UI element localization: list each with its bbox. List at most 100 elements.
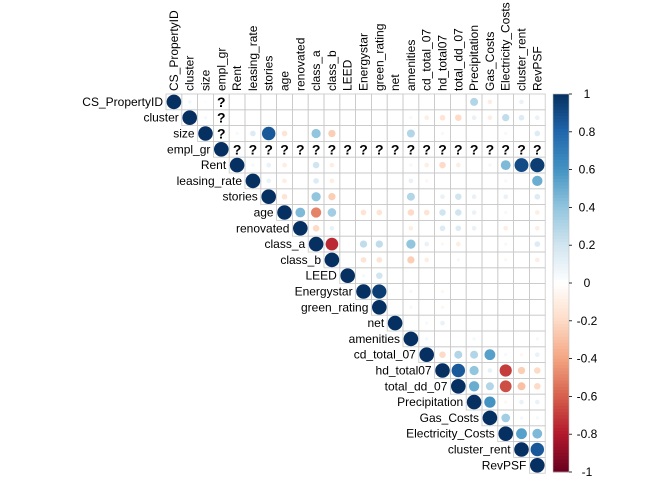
correlation-circle-cluster-RevPSF (534, 115, 540, 121)
colorbar-segment (553, 314, 569, 319)
correlation-circle-size-RevPSF (534, 130, 541, 137)
grid-cell (339, 93, 356, 111)
row-label-Rent: Rent (201, 158, 227, 172)
correlation-circle-age-cd_total_07 (423, 209, 430, 216)
colorbar-segment (553, 449, 569, 454)
column-label-Electricity_Costs: Electricity_Costs (499, 2, 513, 91)
column-label-class_b: class_b (325, 50, 339, 91)
grid-cell (497, 298, 514, 316)
colorbar-segment (553, 427, 569, 432)
correlation-circle-total_dd_07-total_dd_07 (451, 379, 466, 394)
grid-cell (355, 219, 372, 237)
grid-cell (513, 235, 530, 253)
correlation-circle-cluster_rent-cluster_rent (514, 442, 529, 457)
column-label-cluster_rent: cluster_rent (515, 28, 529, 91)
grid-cell (370, 172, 388, 190)
grid-cell (291, 125, 309, 142)
correlation-circle-leasing_rate-leasing_rate (245, 173, 261, 189)
grid-cell (244, 93, 262, 111)
grid-cell (228, 109, 246, 127)
colorbar-segment (553, 437, 569, 441)
correlation-circle-CS_PropertyID-size (204, 100, 207, 103)
colorbar-tick-label: -0.8 (577, 427, 598, 441)
colorbar-segment (553, 311, 569, 315)
colorbar-segment (553, 229, 569, 233)
correlation-circle-cluster-Gas_Costs (487, 115, 493, 121)
grid-cell (434, 172, 451, 190)
correlation-circle-amenities-RevPSF (535, 337, 539, 341)
grid-cell (497, 93, 514, 111)
colorbar-segment (553, 94, 569, 98)
column-label-age: age (278, 71, 292, 91)
correlation-circle-Rent-cd_total_07 (424, 162, 430, 168)
correlation-circle-Rent-hd_total07 (439, 161, 446, 169)
grid-cell (339, 204, 356, 221)
colorbar-segment (553, 223, 569, 227)
colorbar-segment (553, 327, 569, 331)
colorbar-segment (553, 377, 569, 382)
colorbar-segment (553, 462, 569, 467)
colorbar-segment (553, 226, 569, 230)
colorbar-segment (553, 352, 569, 356)
correlation-circle-stories-total_dd_07 (455, 193, 462, 200)
colorbar-segment (553, 242, 569, 246)
grid-cell (481, 235, 499, 253)
grid-cell (228, 93, 246, 111)
colorbar-segment (553, 396, 569, 400)
correlation-circles (166, 94, 545, 473)
colorbar-segment (553, 254, 569, 259)
correlation-circle-Rent-cluster_rent (514, 158, 529, 173)
correlation-circle-leasing_rate-Electricity_Costs (504, 179, 508, 183)
correlation-circle-class_b-class_b (324, 252, 340, 268)
correlation-circle-amenities-Precipitation (472, 337, 476, 341)
correlation-circle-Electricity_Costs-RevPSF (532, 428, 543, 439)
missing-marker: ? (328, 141, 337, 157)
missing-marker: ? (359, 141, 368, 157)
colorbar-segment (553, 295, 569, 300)
missing-marker: ? (375, 141, 384, 157)
correlation-circle-class_a-class_a (308, 236, 324, 252)
correlation-circle-LEED-Energystar (361, 274, 366, 278)
grid-cell (418, 219, 435, 237)
column-label-net: net (388, 74, 402, 91)
row-label-class_b: class_b (280, 253, 321, 267)
grid-cell (386, 219, 404, 237)
grid-cell (449, 298, 467, 316)
colorbar-segment (553, 201, 569, 205)
correlation-circle-age-age (277, 205, 292, 220)
correlation-circle-leasing_rate-class_a (313, 178, 319, 184)
missing-marker: ? (217, 126, 226, 142)
grid-cell (481, 330, 499, 348)
colorbar-segment (553, 116, 569, 120)
grid-cell (465, 298, 483, 316)
correlation-circle-Gas_Costs-Gas_Costs (482, 410, 498, 426)
grid-cell (355, 93, 372, 111)
correlation-circle-Rent-total_dd_07 (455, 162, 461, 168)
grid-cell (355, 156, 372, 174)
missing-marker: ? (517, 141, 526, 157)
row-label-green_rating: green_rating (301, 300, 368, 314)
grid-cell (465, 314, 483, 332)
correlation-circle-cd_total_07-hd_total07 (439, 351, 446, 358)
colorbar-tick-label: -0.4 (577, 352, 598, 366)
grid-cell (481, 283, 499, 300)
grid-cell (497, 283, 514, 300)
column-label-Precipitation: Precipitation (467, 25, 481, 91)
grid-cell (529, 456, 546, 474)
row-label-hd_total07: hd_total07 (376, 364, 432, 378)
grid-cell (386, 156, 404, 174)
correlation-circle-stories-class_b (328, 193, 336, 201)
grid-cell (465, 172, 483, 190)
grid-cell (418, 93, 435, 111)
correlation-circle-CS_PropertyID-Gas_Costs (487, 99, 493, 105)
colorbar-segment (553, 339, 569, 344)
correlation-circle-class_a-cd_total_07 (424, 241, 430, 247)
colorbar-segment (553, 103, 569, 107)
colorbar-segment (553, 443, 569, 448)
column-labels: CS_PropertyID cluster size empl_gr Rent leasi… (167, 2, 544, 91)
correlation-circle-leasing_rate-amenities (408, 178, 414, 184)
grid-cell (307, 109, 325, 127)
correlation-circle-cluster-amenities (409, 116, 413, 120)
colorbar-segment (553, 358, 569, 363)
